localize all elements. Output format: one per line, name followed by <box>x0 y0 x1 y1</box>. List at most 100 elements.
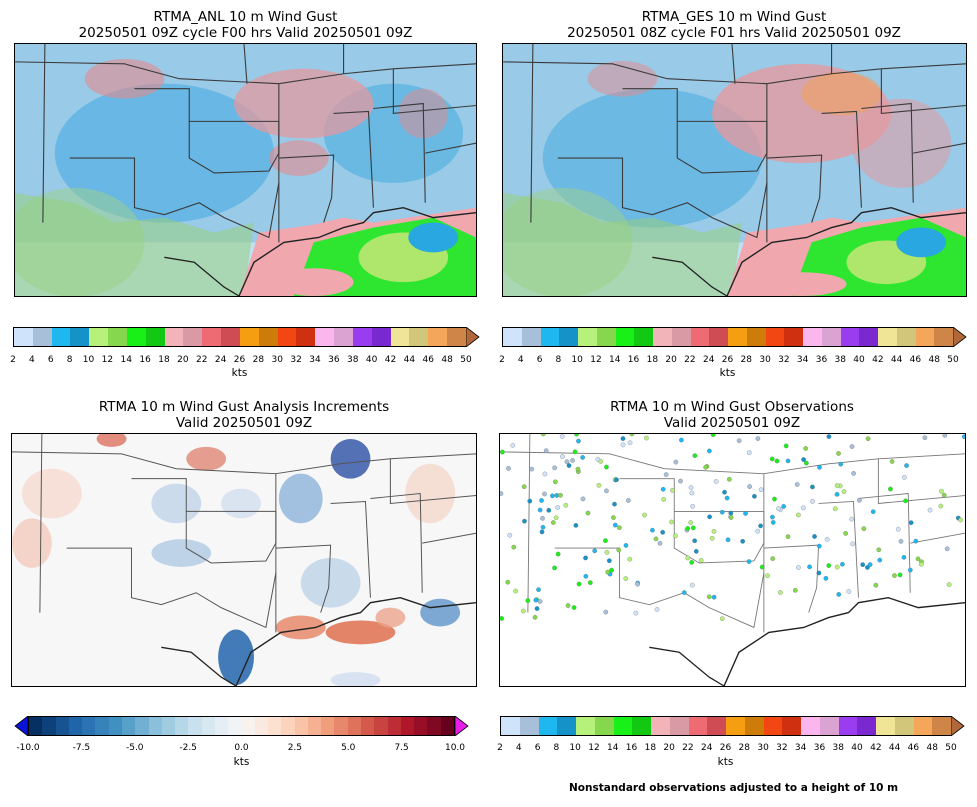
obs-station-dot <box>537 507 543 513</box>
anl-colorbar-segment <box>315 328 335 346</box>
anl-colorbar-segment <box>371 328 391 346</box>
obs-station-dot <box>606 558 612 564</box>
ges-colorbar-tick-label: 12 <box>590 355 602 365</box>
obs-colorbar-segment <box>501 717 520 735</box>
obs-station-dot <box>800 505 806 511</box>
obs-station-dot <box>710 434 716 438</box>
obs-colorbar-segment <box>613 717 633 735</box>
anl-colorbar-segment <box>239 328 259 346</box>
obs-station-dot <box>758 487 764 492</box>
ges-colorbar-tick-label: 30 <box>759 355 771 365</box>
obs-station-dot <box>660 486 666 492</box>
obs-station-dot <box>620 436 626 441</box>
inc-map <box>11 433 477 687</box>
obs-station-dot <box>635 581 640 587</box>
obs-station-dot <box>834 491 840 497</box>
obs-station-dot <box>573 523 579 528</box>
obs-station-dot <box>513 588 518 594</box>
obs-station-dot <box>792 588 798 593</box>
obs-station-dot <box>740 539 745 544</box>
obs-station-dot <box>755 528 761 534</box>
inc-colorbar-segment <box>68 717 83 735</box>
obs-station-dot <box>663 472 669 477</box>
obs-colorbar-tick-label: 42 <box>870 743 882 753</box>
inc-colorbar-segment <box>29 717 43 735</box>
obs-station-dot <box>706 594 712 600</box>
anl-colorbar-tick-label: 20 <box>177 355 189 365</box>
obs-station-dot <box>838 461 844 467</box>
obs-station-dot <box>781 504 787 509</box>
obs-station-dot <box>765 573 770 579</box>
obs-station-dot <box>620 442 626 448</box>
obs-station-dot <box>654 607 660 612</box>
obs-station-dot <box>865 436 871 441</box>
obs-station-dot <box>534 606 540 611</box>
obs-station-dot <box>850 541 856 547</box>
obs-colorbar-segment <box>538 717 558 735</box>
obs-station-dot <box>673 533 678 539</box>
anl-colorbar-tick-label: 2 <box>10 355 16 365</box>
obs-station-dot <box>552 565 557 571</box>
anl-colorbar-segment <box>70 328 90 346</box>
inc-colorbar-segment <box>440 717 454 735</box>
obs-station-dot <box>816 543 822 549</box>
anl-colorbar-segment <box>258 328 278 346</box>
ges-colorbar-segment <box>540 328 560 346</box>
inc-colorbar-segment <box>214 717 229 735</box>
obs-station-dot <box>580 496 586 502</box>
obs-station-dot <box>532 615 538 620</box>
obs-colorbar-tick-label: 48 <box>926 743 938 753</box>
obs-station-dot <box>783 443 789 449</box>
anl-colorbar-segment <box>32 328 52 346</box>
obs-station-dot <box>778 590 783 595</box>
inc-colorbar-tick-label: -5.0 <box>125 743 144 753</box>
obs-station-dot <box>895 526 901 532</box>
anl-colorbar-tick-label: 18 <box>158 355 170 365</box>
obs-station-dot <box>707 448 712 454</box>
ges-colorbar-segment <box>503 328 522 346</box>
obs-colorbar-tick-label: 38 <box>832 743 844 753</box>
obs-colorbar-segment <box>932 717 951 735</box>
obs-station-dot <box>907 567 913 573</box>
obs-colorbar-tick-label: 22 <box>682 743 694 753</box>
obs-colorbar-segment <box>913 717 933 735</box>
inc-colorbar-segment <box>427 717 441 735</box>
obs-colorbar-segment <box>819 717 839 735</box>
obs-station-dot <box>623 543 629 548</box>
inc-colorbar-segment <box>121 717 136 735</box>
obs-colorbar <box>500 716 951 736</box>
obs-station-dot <box>550 493 555 499</box>
ges-colorbar-segment <box>896 328 916 346</box>
obs-station-dot <box>942 434 948 438</box>
inc-colorbar-segment <box>241 717 255 735</box>
obs-station-dot <box>918 561 924 567</box>
obs-station-dot <box>807 564 812 570</box>
obs-station-dot <box>836 451 841 456</box>
obs-station-dot <box>555 551 561 557</box>
obs-colorbar-segment <box>576 717 595 735</box>
obs-station-dot <box>563 502 569 508</box>
obs-station-dot <box>650 527 655 533</box>
obs-colorbar-extend-arrow <box>951 716 965 736</box>
obs-colorbar-segment <box>632 717 651 735</box>
obs-station-dot <box>604 464 609 470</box>
anl-colorbar-tick-label: 28 <box>252 355 265 365</box>
obs-station-dot <box>540 515 545 521</box>
obs-station-dot <box>709 535 715 541</box>
anl-colorbar-tick-label: 42 <box>384 355 397 365</box>
obs-station-dot <box>810 484 815 490</box>
obs-station-dot <box>660 529 666 535</box>
obs-colorbar-tick-label: 20 <box>663 743 675 753</box>
obs-station-dot <box>888 486 893 492</box>
ges-colorbar-segment <box>784 328 803 346</box>
obs-station-dot <box>725 537 731 543</box>
obs-colorbar-tick-label: 6 <box>534 743 541 753</box>
anl-colorbar-segment <box>277 328 297 346</box>
obs-station-dot <box>824 537 830 542</box>
obs-station-dot <box>604 550 610 555</box>
ges-colorbar-tick-label: 40 <box>853 355 865 365</box>
obs-station-dot <box>614 477 619 483</box>
obs-station-dot <box>944 546 950 552</box>
obs-station-dot <box>817 465 822 470</box>
ges-colorbar-tick-label: 28 <box>740 355 753 365</box>
